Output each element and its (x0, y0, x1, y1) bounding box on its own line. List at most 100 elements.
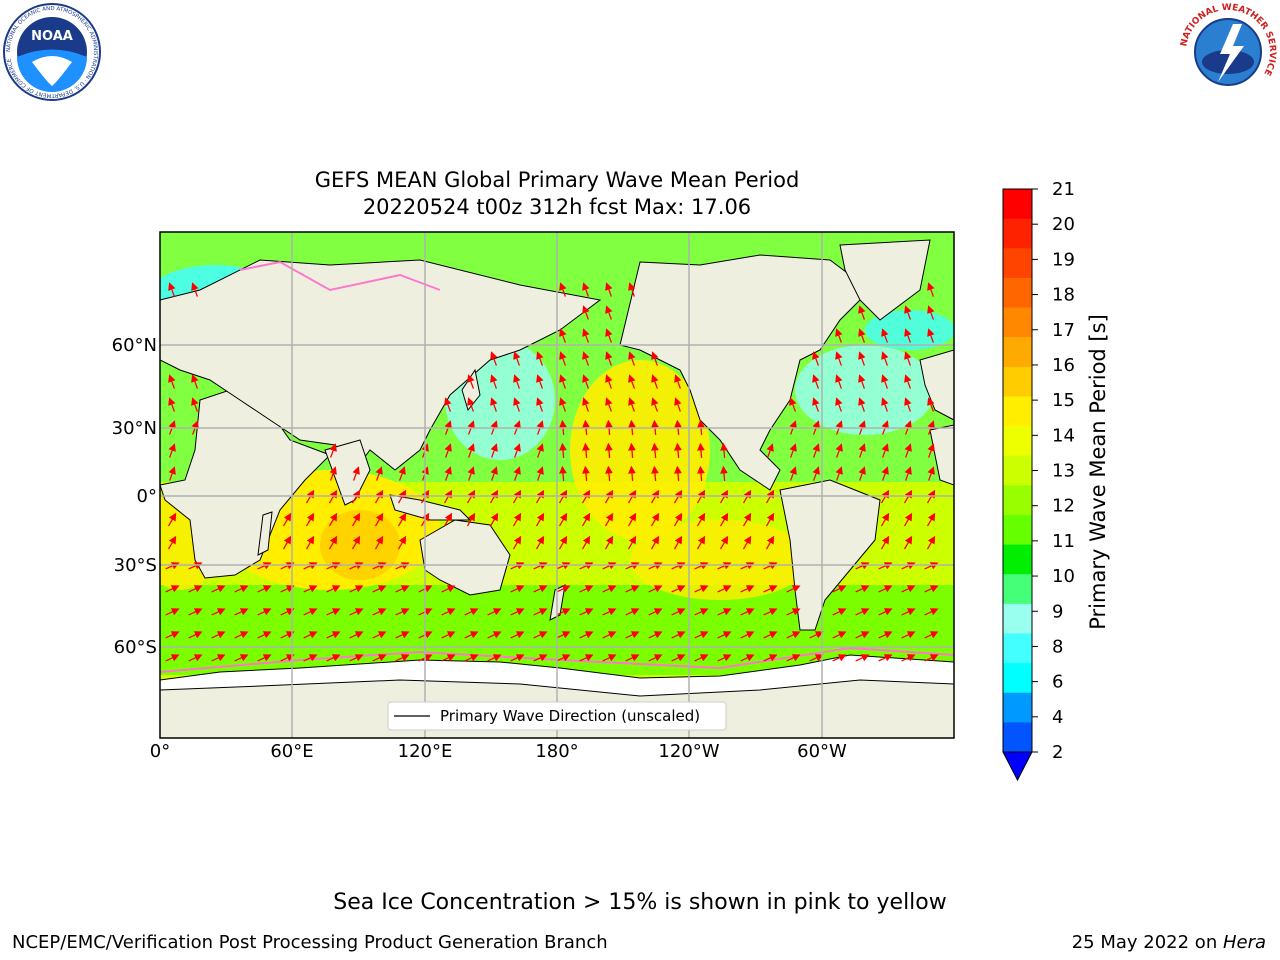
latitude-ticks: 60°N 30°N 0° 30°S 60°S (112, 335, 157, 658)
wave-arrow (604, 535, 614, 550)
wave-arrow (168, 282, 176, 297)
wave-arrow (903, 535, 913, 550)
wave-arrow (211, 631, 226, 639)
wave-arrow (604, 512, 614, 527)
west-africa-tip (929, 424, 954, 486)
wave-arrow (556, 631, 571, 639)
wave-arrow (165, 631, 180, 639)
wave-arrow (789, 466, 797, 481)
wave-arrow (627, 512, 637, 527)
wave-arrow (168, 443, 176, 458)
wave-arrow (533, 562, 548, 570)
wave-arrow (858, 351, 866, 366)
colorbar-segment (1003, 366, 1032, 397)
wave-arrow (326, 654, 341, 662)
footer-credit: NCEP/EMC/Verification Post Processing Pr… (12, 932, 608, 953)
wave-arrow (556, 654, 571, 662)
wave-arrow (234, 608, 249, 616)
wave-arrow (602, 631, 617, 639)
lon-tick-label: 0° (150, 741, 170, 762)
wave-arrow (697, 442, 705, 459)
wave-arrow (513, 466, 521, 481)
wave-arrow (234, 631, 249, 639)
colorbar-tick-label: 15 (1052, 390, 1075, 411)
wave-arrow (510, 631, 525, 639)
wave-arrow (673, 489, 683, 504)
wave-arrow (188, 585, 203, 593)
wave-arrow (510, 654, 525, 662)
wave-arrow (280, 585, 295, 593)
wave-arrow (441, 654, 456, 662)
wave-arrow (927, 305, 935, 320)
wave-arrow (487, 654, 502, 662)
wave-arrow (303, 631, 318, 639)
wave-arrow (510, 608, 525, 616)
wave-arrow (168, 466, 176, 481)
wave-arrow (582, 442, 590, 459)
wave-arrow (582, 465, 590, 482)
wave-arrow (582, 397, 590, 412)
lon-tick-label: 120°E (398, 741, 453, 762)
wave-arrow (671, 631, 686, 639)
wave-arrow (535, 512, 545, 527)
wave-arrow (535, 535, 545, 550)
wave-arrow (719, 535, 729, 550)
wave-arrow (559, 374, 567, 389)
colorbar-tick-label: 16 (1052, 355, 1075, 376)
wave-arrow (188, 608, 203, 616)
wave-arrow (372, 631, 387, 639)
wave-arrow (372, 562, 387, 570)
wave-arrow (926, 489, 936, 504)
colorbar: 21 20 19 18 17 16 15 14 13 12 11 10 9 8 6 4 2 (1002, 179, 1075, 782)
wave-arrow (786, 585, 801, 593)
wave-arrow (694, 654, 709, 662)
footer-date-text: 25 May 2022 on (1071, 932, 1223, 953)
wave-arrow (443, 512, 453, 527)
wave-arrow (605, 305, 613, 320)
wave-arrow (878, 585, 893, 593)
south-america-landmass (779, 479, 881, 631)
lat-tick-label: 0° (137, 486, 157, 507)
wave-arrow (605, 397, 613, 412)
wave-arrow (280, 631, 295, 639)
wave-arrow (490, 374, 498, 389)
wave-arrow (858, 397, 866, 412)
wave-arrow (349, 562, 364, 570)
wave-arrow (257, 562, 272, 570)
wave-arrow (858, 466, 866, 481)
wave-arrow (397, 535, 407, 550)
wave-arrow (234, 585, 249, 593)
wave-arrow (740, 562, 755, 570)
wave-arrow (717, 654, 732, 662)
wave-arrow (901, 608, 916, 616)
wave-arrow (627, 489, 637, 504)
wave-arrow (441, 585, 456, 593)
wave-arrow (303, 654, 318, 662)
wave-arrow (881, 374, 889, 389)
wave-arrow (165, 608, 180, 616)
wave-arrow (742, 535, 752, 550)
wave-arrow (671, 654, 686, 662)
wave-arrow (924, 585, 939, 593)
map-field (160, 232, 954, 738)
wave-arrow (904, 374, 912, 389)
wave-arrow (855, 608, 870, 616)
wave-arrow (742, 489, 752, 504)
lat-tick-label: 30°S (114, 555, 157, 576)
wave-arrow (513, 374, 521, 389)
wave-arrow (694, 608, 709, 616)
wave-arrow (444, 443, 452, 458)
wave-arrow (717, 585, 732, 593)
wave-arrow (188, 654, 203, 662)
wave-arrow (881, 351, 889, 366)
wave-arrow (510, 585, 525, 593)
wave-arrow (395, 562, 410, 570)
sea-ice-note: Sea Ice Concentration > 15% is shown in … (333, 890, 947, 915)
wave-arrow (651, 465, 659, 482)
wave-arrow (559, 282, 567, 297)
wave-arrow (234, 654, 249, 662)
wave-arrow (329, 466, 337, 481)
wave-arrow (467, 397, 475, 412)
wave-arrow (581, 535, 591, 550)
wave-arrow (880, 489, 890, 504)
